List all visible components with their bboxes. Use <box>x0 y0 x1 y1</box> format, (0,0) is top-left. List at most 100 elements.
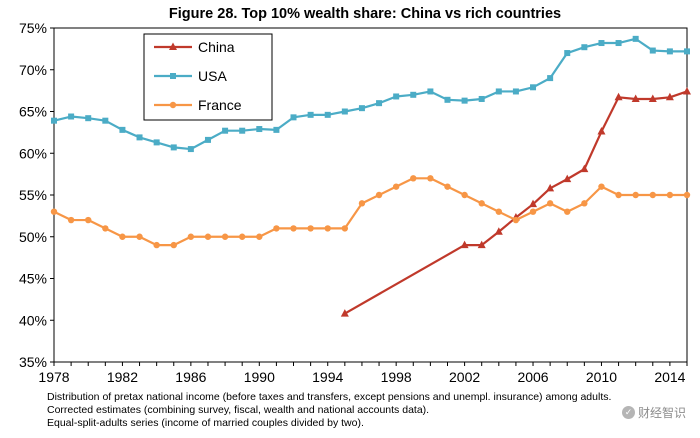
data-point-usa <box>512 88 519 95</box>
data-point-china <box>460 240 469 249</box>
data-point-usa <box>153 139 160 146</box>
data-point-usa <box>410 91 417 98</box>
data-point-china <box>631 94 640 102</box>
data-point-france <box>153 241 160 249</box>
line-chart: 35% 40% 45% 50% 55% 60% 65% 70% 75% 1978 1982 1986 1… <box>19 20 691 385</box>
data-point-china <box>340 309 349 317</box>
wechat-icon: ✓ <box>621 406 635 419</box>
data-point-china <box>648 94 657 102</box>
data-point-china <box>494 227 503 235</box>
data-point-usa <box>290 114 297 121</box>
data-point-usa <box>102 117 109 124</box>
data-point-china <box>614 92 623 101</box>
data-point-france <box>461 191 468 199</box>
y-tick-label: 45% <box>19 271 47 287</box>
x-tick-label: 1986 <box>175 369 206 385</box>
watermark: ✓ 财经智识 <box>621 404 686 421</box>
y-tick-label: 70% <box>19 62 47 78</box>
data-point-france <box>683 191 691 199</box>
data-point-france <box>495 208 503 215</box>
data-point-usa <box>341 108 348 115</box>
data-point-usa <box>649 47 656 54</box>
data-point-france <box>392 183 400 190</box>
x-tick-label: 1978 <box>38 369 69 385</box>
data-point-france <box>119 233 126 240</box>
data-point-china <box>529 199 538 208</box>
data-point-france <box>290 225 297 232</box>
series-line-france <box>53 177 687 247</box>
x-tick-label: 1998 <box>381 369 412 385</box>
y-tick-label: 55% <box>19 187 47 203</box>
data-point-china <box>597 127 606 135</box>
data-point-france <box>341 225 349 232</box>
data-point-france <box>50 208 58 215</box>
data-point-usa <box>256 126 263 133</box>
data-point-usa <box>427 88 434 95</box>
data-point-usa <box>461 97 468 104</box>
x-tick-label: 1990 <box>244 369 275 385</box>
data-point-france <box>256 233 263 240</box>
data-point-france <box>581 200 588 207</box>
y-tick-label: 40% <box>19 312 47 328</box>
data-point-usa <box>187 146 194 153</box>
x-tick-label: 2006 <box>517 369 548 385</box>
data-point-usa <box>68 113 75 120</box>
data-point-usa <box>547 75 554 82</box>
x-tick-label: 1982 <box>107 369 138 385</box>
data-point-france <box>649 191 656 199</box>
y-tick-label: 75% <box>19 20 47 36</box>
data-point-usa <box>564 50 571 57</box>
data-point-france <box>221 233 229 240</box>
data-point-china <box>477 240 486 249</box>
legend-label-usa: USA <box>198 68 227 84</box>
data-point-china <box>580 164 589 173</box>
data-point-usa <box>307 111 314 118</box>
series-line-china <box>344 90 688 315</box>
note-line-3: Equal-split-adults series (income of mar… <box>47 417 364 429</box>
data-point-usa <box>632 35 639 42</box>
note-line-1: Distribution of pretax national income (… <box>47 391 612 403</box>
x-tick-label: 2010 <box>586 369 617 385</box>
legend-marker-france <box>169 101 177 109</box>
data-point-usa <box>204 136 211 143</box>
legend-label-france: France <box>198 97 242 113</box>
x-tick-label: 1994 <box>312 369 343 385</box>
y-tick-label: 65% <box>19 104 47 120</box>
legend-marker-china <box>169 42 177 50</box>
data-point-france <box>170 241 177 249</box>
data-point-china <box>546 183 555 192</box>
data-point-usa <box>51 117 57 124</box>
y-tick-label: 60% <box>19 145 47 161</box>
data-point-france <box>632 191 639 199</box>
data-point-france <box>666 191 674 199</box>
data-point-usa <box>119 126 126 133</box>
data-point-usa <box>273 126 280 133</box>
data-point-france <box>358 200 366 207</box>
legend-label-china: China <box>198 39 235 55</box>
y-tick-label: 35% <box>19 354 47 370</box>
data-point-usa <box>478 95 485 102</box>
y-tick-label: 50% <box>19 229 47 245</box>
data-point-china <box>683 86 691 95</box>
chart-title: Figure 28. Top 10% wealth share: China v… <box>168 6 562 22</box>
data-point-france <box>187 233 195 240</box>
data-point-france <box>324 225 331 232</box>
data-point-usa <box>85 115 92 122</box>
data-point-usa <box>530 84 537 91</box>
data-point-china <box>665 92 674 101</box>
data-point-usa <box>358 105 365 112</box>
x-tick-label: 2002 <box>449 369 480 385</box>
data-point-usa <box>324 111 331 118</box>
data-point-france <box>307 225 314 232</box>
data-point-china <box>563 174 572 183</box>
data-point-usa <box>666 48 673 55</box>
data-point-france <box>598 183 605 190</box>
data-point-france <box>410 175 417 182</box>
data-point-france <box>102 225 109 232</box>
data-point-france <box>85 216 92 224</box>
data-point-france <box>546 200 554 207</box>
data-point-france <box>478 200 485 207</box>
data-point-france <box>564 208 571 215</box>
data-point-usa <box>684 48 690 55</box>
data-point-usa <box>239 127 246 134</box>
